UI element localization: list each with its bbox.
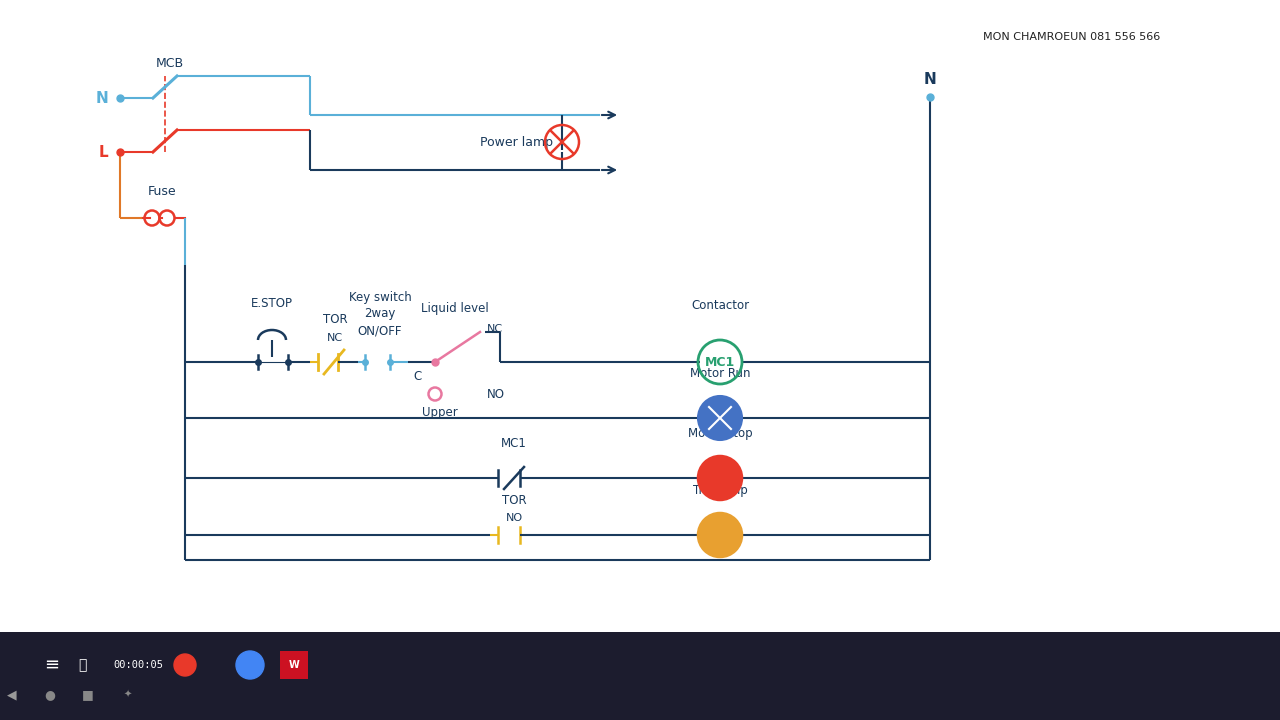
Text: NO: NO — [506, 513, 522, 523]
Circle shape — [174, 654, 196, 676]
Text: Motor Stop: Motor Stop — [687, 427, 753, 440]
Text: ✦: ✦ — [124, 690, 132, 700]
Text: ◀: ◀ — [8, 688, 17, 701]
Bar — [0, 632, 1280, 720]
Circle shape — [698, 396, 742, 440]
Text: TOR: TOR — [502, 494, 526, 507]
Circle shape — [698, 513, 742, 557]
Text: W: W — [288, 660, 300, 670]
Text: 2way: 2way — [365, 307, 396, 320]
Text: Trip lamp: Trip lamp — [692, 484, 748, 497]
Text: Fuse: Fuse — [147, 185, 177, 198]
Text: MCB: MCB — [156, 57, 184, 70]
Text: N: N — [95, 91, 108, 106]
Text: NO: NO — [486, 387, 506, 400]
Text: N: N — [924, 72, 937, 87]
Text: Power lamp: Power lamp — [480, 135, 553, 148]
Text: NC: NC — [486, 324, 503, 334]
Circle shape — [698, 456, 742, 500]
Bar — [280, 651, 308, 679]
Text: Upper: Upper — [422, 406, 458, 419]
Text: 00:00:05: 00:00:05 — [113, 660, 163, 670]
Text: MON CHAMROEUN 081 556 566: MON CHAMROEUN 081 556 566 — [983, 32, 1160, 42]
Text: ■: ■ — [82, 688, 93, 701]
Text: ≡: ≡ — [45, 656, 60, 674]
Text: MC1: MC1 — [705, 356, 735, 369]
Text: C: C — [413, 370, 421, 383]
Text: Contactor: Contactor — [691, 299, 749, 312]
Text: Key switch: Key switch — [348, 291, 411, 304]
Text: NC: NC — [326, 333, 343, 343]
Text: L: L — [99, 145, 108, 160]
Text: ON/OFF: ON/OFF — [357, 324, 402, 337]
Text: Motor Run: Motor Run — [690, 367, 750, 380]
Text: Liquid level: Liquid level — [421, 302, 489, 315]
Circle shape — [236, 651, 264, 679]
Text: MC1: MC1 — [500, 437, 527, 450]
Text: ⏸: ⏸ — [78, 658, 86, 672]
Text: ●: ● — [45, 688, 55, 701]
Text: TOR: TOR — [323, 313, 347, 326]
Text: E.STOP: E.STOP — [251, 297, 293, 310]
